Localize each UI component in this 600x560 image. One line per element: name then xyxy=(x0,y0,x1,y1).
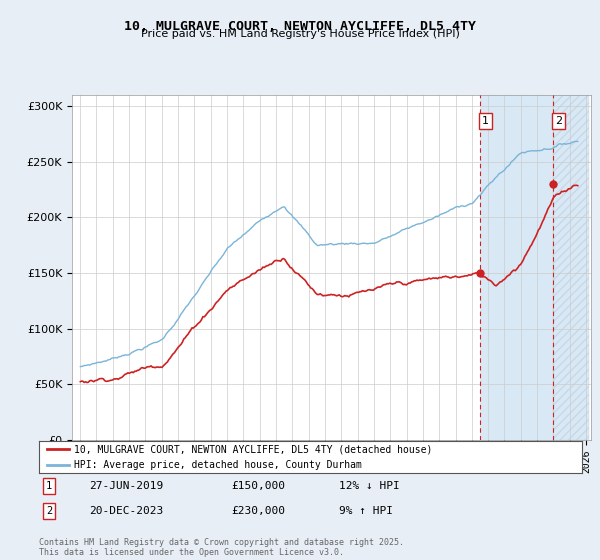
Text: Contains HM Land Registry data © Crown copyright and database right 2025.
This d: Contains HM Land Registry data © Crown c… xyxy=(39,538,404,557)
Text: 12% ↓ HPI: 12% ↓ HPI xyxy=(339,481,400,491)
Text: 1: 1 xyxy=(46,481,52,491)
Text: 1: 1 xyxy=(482,116,489,126)
Text: 9% ↑ HPI: 9% ↑ HPI xyxy=(339,506,393,516)
Text: £150,000: £150,000 xyxy=(231,481,285,491)
Text: 10, MULGRAVE COURT, NEWTON AYCLIFFE, DL5 4TY: 10, MULGRAVE COURT, NEWTON AYCLIFFE, DL5… xyxy=(124,20,476,32)
Text: 2: 2 xyxy=(46,506,52,516)
Text: 20-DEC-2023: 20-DEC-2023 xyxy=(89,506,163,516)
Text: 27-JUN-2019: 27-JUN-2019 xyxy=(89,481,163,491)
Bar xyxy=(479,95,553,440)
Bar xyxy=(553,95,589,440)
Text: £230,000: £230,000 xyxy=(231,506,285,516)
Text: 2: 2 xyxy=(555,116,562,126)
Text: HPI: Average price, detached house, County Durham: HPI: Average price, detached house, Coun… xyxy=(74,460,362,470)
Text: 10, MULGRAVE COURT, NEWTON AYCLIFFE, DL5 4TY (detached house): 10, MULGRAVE COURT, NEWTON AYCLIFFE, DL5… xyxy=(74,445,433,455)
Text: Price paid vs. HM Land Registry's House Price Index (HPI): Price paid vs. HM Land Registry's House … xyxy=(140,29,460,39)
